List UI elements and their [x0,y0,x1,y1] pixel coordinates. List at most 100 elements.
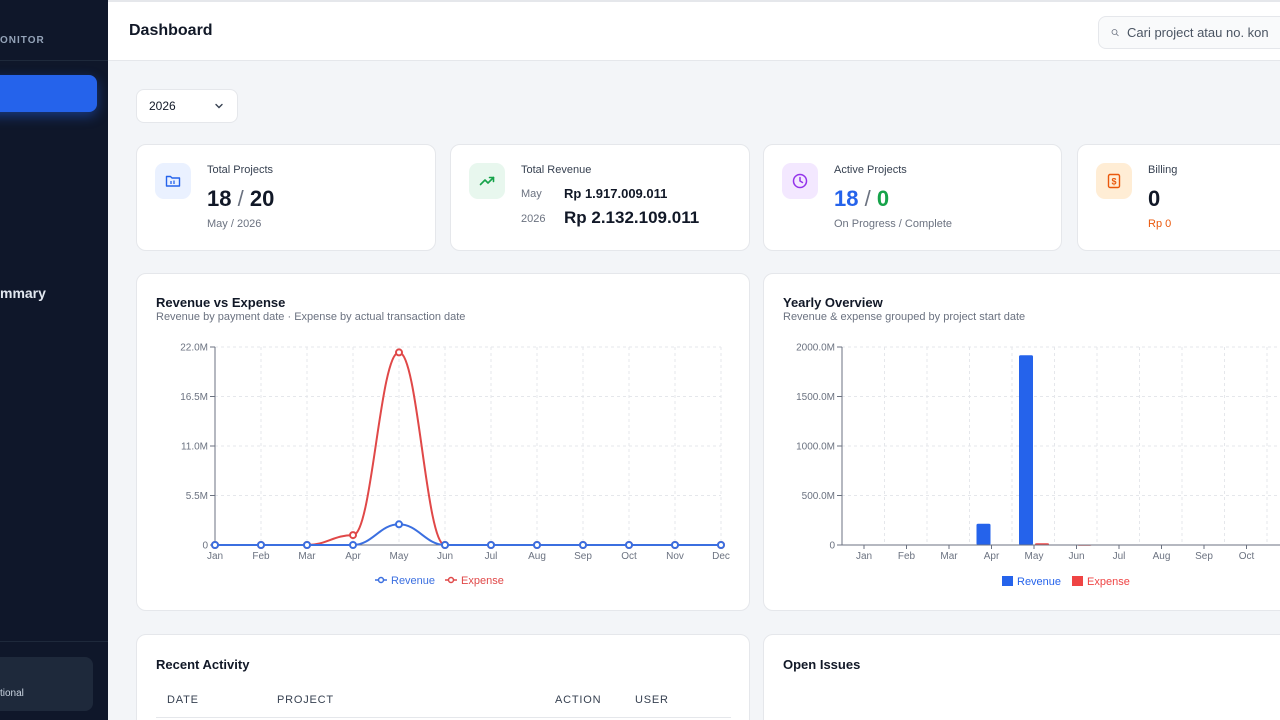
x-tick-label: Aug [528,551,546,562]
y-tick-label: 1500.0M [796,392,835,403]
user-card[interactable] [0,657,93,711]
stat-card-active-projects: Active Projects 18 / 0 On Progress / Com… [763,144,1062,251]
stat-label: Total Revenue [521,164,592,176]
divider [0,641,108,642]
legend-label: Revenue [391,575,435,587]
x-tick-label: Oct [1239,551,1255,562]
data-point-revenue [441,541,449,549]
stat-label: Active Projects [834,164,907,176]
divider [0,60,108,61]
divider [156,717,731,718]
x-tick-label: Feb [252,551,270,562]
revenue-month-label: May [521,188,542,200]
data-point-expense [349,531,357,540]
complete-count: 0 [876,186,890,211]
data-point-revenue [395,520,403,529]
x-tick-label: Aug [1153,551,1171,562]
stat-card-total-projects: Total Projects 18 / 20 May / 2026 [136,144,436,251]
y-tick-label: 5.5M [186,491,208,502]
x-tick-label: Dec [712,551,730,562]
x-tick-label: Apr [345,551,361,562]
data-point-revenue [211,541,219,549]
stat-card-billing: $ Billing 0 Rp 0 [1077,144,1280,251]
legend-label: Expense [1087,576,1130,588]
progress-count: 18 [834,186,859,211]
legend-label: Revenue [1017,576,1061,588]
legend-label: Expense [461,575,504,587]
year-select-value: 2026 [149,99,176,113]
trending-up-icon [469,163,505,199]
sidebar-item-summary[interactable]: mmary [0,285,46,301]
x-tick-label: Jun [1068,551,1084,562]
stat-value: 18 / 20 [207,186,275,211]
x-tick-label: Jan [207,551,223,562]
section-title: Open Issues [783,657,861,672]
year-select[interactable]: 2026 [136,89,238,123]
x-tick-label: Sep [1195,551,1213,562]
sidebar: ONITOR mmary tional [0,0,108,720]
data-point-revenue [349,541,357,549]
stat-sub: May / 2026 [207,218,262,230]
x-tick-label: Mar [940,551,958,562]
chart-subtitle: Revenue by payment date · Expense by act… [156,311,466,323]
revenue-year-label: 2026 [521,213,546,225]
x-tick-label: Feb [898,551,916,562]
y-tick-label: 0 [829,541,835,552]
recent-activity-card: Recent Activity DATE PROJECT ACTION USER [136,634,750,720]
data-point-revenue [257,541,265,549]
x-tick-label: Mar [298,551,316,562]
data-point-revenue [625,541,633,549]
sidebar-item-dashboard[interactable] [0,75,97,112]
revenue-expense-chart: 0 5.5M 11.0M 16.5M 22.0M Jan Feb Mar Apr May Jun Ju… [180,343,730,588]
x-tick-label: Jan [856,551,872,562]
clock-icon [782,163,818,199]
sidebar-brand: ONITOR [0,35,45,46]
x-tick-label: Sep [574,551,592,562]
series-line-revenue [214,523,721,546]
folder-chart-icon [155,163,191,199]
data-point-revenue [533,541,541,549]
legend-swatch [1072,576,1083,586]
yearly-overview-chart: 0 500.0M 1000.0M 1500.0M 2000.0M Jan Feb Mar Apr… [796,343,1280,588]
x-tick-label: May [390,551,409,562]
series-line-expense [214,351,721,546]
chart-subtitle: Revenue & expense grouped by project sta… [783,311,1026,323]
data-point-revenue [579,541,587,549]
svg-text:$: $ [1111,177,1116,187]
x-tick-label: Apr [984,551,1000,562]
dollar-doc-icon: $ [1096,163,1132,199]
y-tick-label: 500.0M [802,491,835,502]
y-tick-label: 16.5M [180,392,208,403]
y-tick-label: 2000.0M [796,343,835,354]
column-header-date: DATE [167,694,199,706]
projects-total: 20 [249,186,275,211]
y-tick-label: 0 [202,541,208,552]
search-box[interactable] [1098,16,1280,49]
x-tick-label: May [1025,551,1044,562]
top-bar: Dashboard [108,0,1280,61]
bar-revenue [1019,355,1033,545]
chart-title: Revenue vs Expense [156,295,286,310]
chart-title: Yearly Overview [783,295,883,310]
y-tick-label: 11.0M [181,442,208,453]
projects-count: 18 [207,186,232,211]
page-title: Dashboard [129,22,213,39]
search-input[interactable] [1127,25,1280,40]
y-tick-label: 22.0M [180,343,208,354]
x-tick-label: Oct [621,551,637,562]
open-issues-card: Open Issues [763,634,1280,720]
data-point-revenue [487,541,495,549]
legend-swatch [1002,576,1013,586]
bar-revenue [976,523,991,545]
revenue-month-value: Rp 1.917.009.011 [564,186,668,201]
column-header-project: PROJECT [277,694,334,706]
yearly-overview-card: Yearly Overview Revenue & expense groupe… [763,273,1280,611]
stat-label: Billing [1148,164,1178,176]
revenue-year-value: Rp 2.132.109.011 [564,208,700,227]
data-point-expense [395,348,403,357]
stat-label: Total Projects [207,164,274,176]
billing-value: 0 [1148,186,1161,211]
billing-amount: Rp 0 [1148,218,1172,230]
stat-card-total-revenue: Total Revenue May Rp 1.917.009.011 2026 … [450,144,750,251]
data-point-revenue [671,541,679,549]
